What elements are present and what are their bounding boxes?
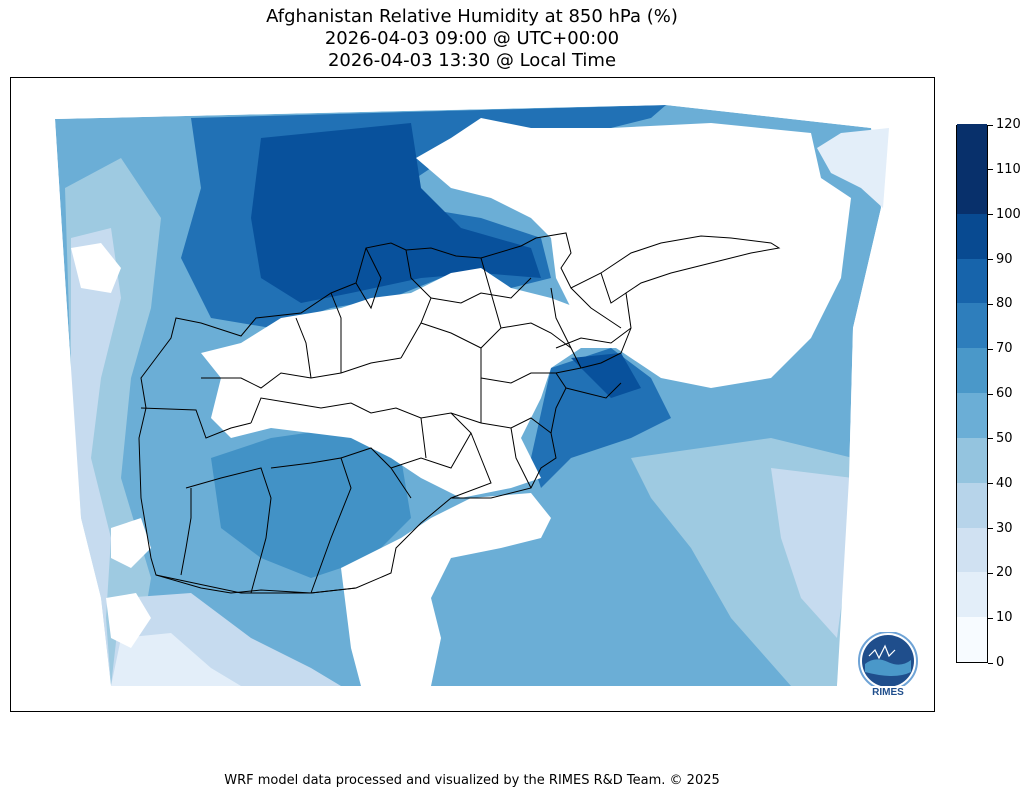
province-line bbox=[480, 257, 502, 423]
colorbar-tick bbox=[988, 259, 993, 260]
colorbar-segment bbox=[957, 168, 987, 214]
province-line bbox=[420, 322, 482, 349]
colorbar-tick bbox=[988, 303, 993, 305]
colorbar-tick-label: 0 bbox=[996, 655, 1005, 670]
colorbar-tick bbox=[988, 214, 993, 216]
colorbar-tick bbox=[988, 572, 993, 574]
mask-right bbox=[837, 208, 934, 711]
field-southeast-light bbox=[771, 468, 853, 638]
colorbar-tick-label: 70 bbox=[996, 341, 1013, 357]
colorbar-tick bbox=[988, 393, 993, 395]
humidity-map bbox=[11, 78, 934, 711]
field-west-lighter bbox=[71, 228, 121, 686]
province-line bbox=[201, 357, 402, 389]
logo-signal bbox=[868, 644, 896, 660]
province-line bbox=[480, 417, 552, 434]
rimes-logo: RIMES bbox=[858, 632, 918, 698]
logo-wave bbox=[865, 659, 911, 676]
colorbar bbox=[956, 123, 988, 663]
province-line bbox=[565, 382, 622, 399]
province-line bbox=[510, 427, 532, 489]
colorbar-tick bbox=[988, 662, 993, 664]
province-line bbox=[430, 277, 532, 304]
afghanistan-outline bbox=[138, 232, 781, 594]
colorbar-tick-label: 20 bbox=[996, 565, 1013, 581]
field-south-band bbox=[211, 428, 411, 578]
colorbar-tick bbox=[988, 348, 993, 350]
footer-credit: WRF model data processed and visualized … bbox=[224, 773, 720, 788]
colorbar-tick-label: 80 bbox=[996, 296, 1013, 312]
colorbar-tick-label: 120 bbox=[996, 117, 1021, 132]
colorbar-segment bbox=[957, 258, 987, 304]
colorbar-tick-label: 60 bbox=[996, 386, 1013, 401]
province-line bbox=[420, 417, 427, 459]
logo-globe bbox=[862, 635, 914, 687]
field-east-verydark bbox=[571, 353, 641, 398]
field-southwest-verylight bbox=[111, 633, 241, 686]
mask-northeast bbox=[416, 118, 851, 388]
province-line bbox=[355, 247, 382, 310]
province-line bbox=[390, 432, 472, 469]
colorbar-segment bbox=[957, 302, 987, 349]
mask-bottom bbox=[11, 686, 934, 711]
mask-south-notch bbox=[341, 493, 551, 686]
colorbar-segment bbox=[957, 213, 987, 259]
logo-text: RIMES bbox=[872, 687, 904, 698]
colorbar-tick bbox=[988, 438, 993, 440]
province-line bbox=[450, 412, 492, 499]
province-line bbox=[600, 272, 627, 304]
colorbar-tick-label: 90 bbox=[996, 251, 1013, 267]
province-boundaries bbox=[138, 232, 781, 594]
colorbar-tick-label: 100 bbox=[996, 206, 1021, 222]
field-north-verydark bbox=[251, 123, 541, 303]
utc-time: 2026-04-03 09:00 @ UTC+00:00 bbox=[324, 28, 620, 49]
province-line bbox=[480, 372, 556, 384]
mask-left bbox=[11, 119, 111, 711]
mask-west-patch-2 bbox=[111, 518, 151, 568]
colorbar-tick bbox=[988, 483, 993, 485]
mask-top-left bbox=[11, 78, 934, 128]
colorbar-segment bbox=[957, 347, 987, 393]
colorbar-tick bbox=[988, 124, 993, 126]
province-line bbox=[570, 287, 622, 329]
province-line bbox=[340, 447, 412, 499]
province-line bbox=[185, 467, 272, 594]
local-time: 2026-04-03 13:30 @ Local Time bbox=[327, 50, 617, 71]
chart-title: Afghanistan Relative Humidity at 850 hPa… bbox=[266, 6, 678, 27]
province-line bbox=[250, 397, 482, 424]
mask-west-patch-1 bbox=[71, 243, 121, 293]
province-line bbox=[550, 287, 582, 369]
colorbar-segment bbox=[957, 527, 987, 573]
colorbar-segment bbox=[957, 571, 987, 618]
province-line bbox=[270, 457, 352, 594]
colorbar-tick bbox=[988, 617, 993, 619]
province-line bbox=[155, 574, 357, 594]
province-line bbox=[140, 407, 252, 439]
colorbar-segment bbox=[957, 482, 987, 528]
field-far-northeast bbox=[817, 128, 889, 208]
logo-label-bg bbox=[867, 686, 909, 696]
colorbar-segment bbox=[957, 123, 987, 169]
province-line bbox=[500, 322, 572, 349]
colorbar-tick-label: 110 bbox=[996, 161, 1021, 177]
colorbar-tick-label: 30 bbox=[996, 520, 1013, 536]
colorbar-segment bbox=[957, 392, 987, 438]
mask-southwest-patch bbox=[106, 593, 151, 648]
colorbar-tick bbox=[988, 528, 993, 529]
mask-afghanistan-interior bbox=[201, 268, 631, 498]
map-frame bbox=[10, 77, 935, 712]
province-line bbox=[295, 317, 312, 379]
colorbar-segment bbox=[957, 616, 987, 662]
colorbar-tick-label: 40 bbox=[996, 475, 1013, 491]
title-block: Afghanistan Relative Humidity at 850 hPa… bbox=[0, 6, 944, 72]
colorbar-tick-label: 50 bbox=[996, 430, 1013, 446]
province-line bbox=[330, 292, 342, 373]
province-line bbox=[180, 488, 192, 576]
colorbar-tick-label: 10 bbox=[996, 610, 1013, 626]
colorbar-tick bbox=[988, 169, 993, 171]
colorbar-segment bbox=[957, 437, 987, 483]
province-line bbox=[555, 327, 632, 349]
